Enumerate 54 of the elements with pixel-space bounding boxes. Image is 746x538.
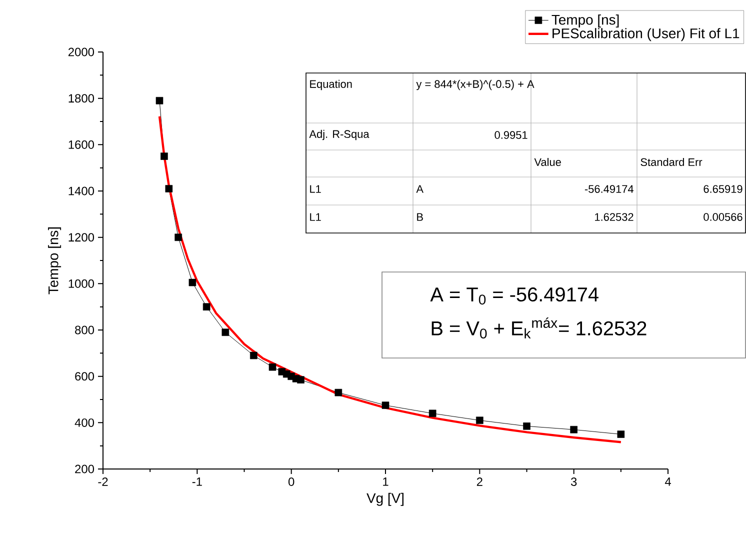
point [202,303,210,310]
y-tick-label: 1600 [68,140,94,149]
text: 0.00566 [704,213,742,221]
annotation: L1 [310,185,321,193]
point [428,410,436,418]
point [617,430,625,438]
x-tick-label: -2 [98,478,108,486]
point [160,152,168,160]
annotation: 0.9951 [494,131,528,139]
point [188,278,196,286]
x-tick-label: 4 [664,478,671,486]
point [570,426,578,434]
annotation: A [416,185,424,193]
y-tick-label: 1000 [68,279,94,288]
text: 6.65919 [704,185,742,193]
point [476,416,484,424]
legend-label: Tempo [ns] [552,14,619,28]
y-tick-label: 1400 [68,186,94,196]
point [156,96,164,104]
x-tick-label: 2 [476,478,482,486]
x-tick-label: 0 [288,478,294,486]
annotation: B = V$_{0}$ + E$_{k}$$^{máx}$= 1.62532 [432,317,646,339]
annotation: B [417,213,423,221]
annotation: Adj. R-Squa [309,130,370,140]
point [268,363,276,371]
legend-label: PEScalibration (User) Fit of L1 [552,28,740,42]
point [297,376,304,384]
annotation: A = T$_{0}$ = -56.49174 [430,287,598,305]
y-axis-title: Tempo [ns] [48,227,62,294]
point [174,234,182,241]
x-tick-label: 1 [383,478,388,486]
y-tick-label: 600 [75,372,94,381]
point [334,388,342,396]
y-tick-label: 1200 [68,233,94,242]
x-axis-title: Vg [V] [366,492,404,506]
point [523,422,530,430]
annotation: L1 [310,213,321,221]
y-tick-label: 800 [75,326,94,334]
point [222,328,230,336]
x-tick-label: -1 [192,478,202,486]
annotation: -56.49174 [584,185,634,193]
y-tick-label: 400 [74,418,94,427]
y-tick-label: 1800 [68,94,94,103]
y-tick-label: 2000 [68,48,94,56]
point [382,402,390,409]
y-tick-label: 200 [75,464,94,474]
annotation: Standard Err [640,158,702,166]
annotation: Equation [310,80,352,90]
point [165,185,173,192]
annotation: Value [534,158,561,166]
annotation: y = 844*(x+B)^(-0.5) + A [416,80,534,90]
annotation: 1.62532 [595,213,634,221]
x-tick-label: 3 [570,478,577,486]
point [250,352,258,360]
